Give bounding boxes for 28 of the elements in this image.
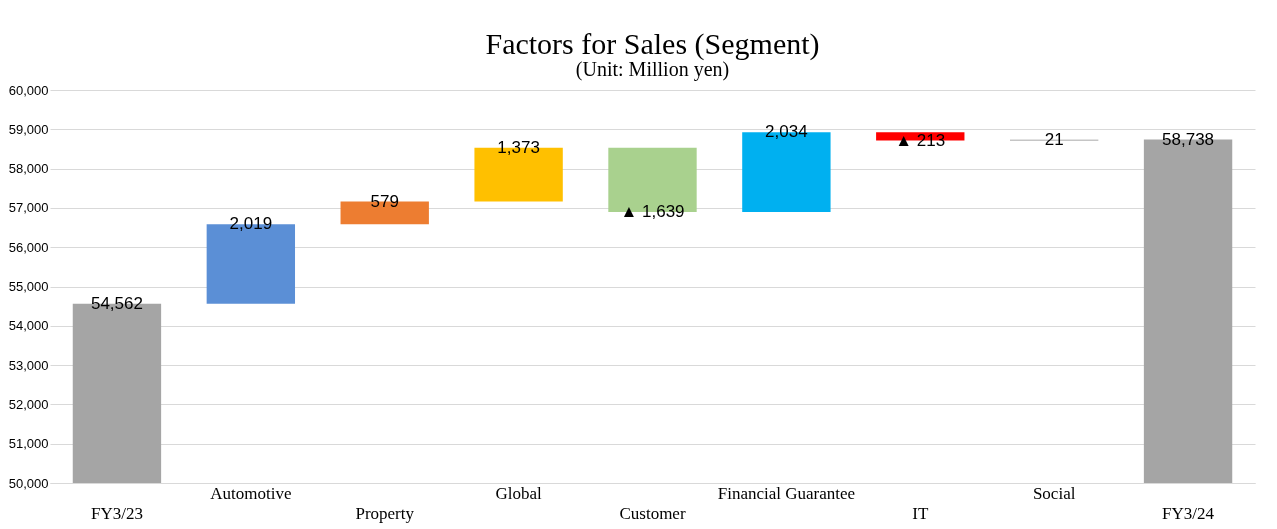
y-tick-label: 58,000 xyxy=(8,161,49,177)
x-tick-label: Social xyxy=(1032,483,1076,503)
data-label: ▲ 1,639 xyxy=(620,202,685,222)
data-label: 58,738 xyxy=(1162,129,1215,149)
y-tick-label: 50,000 xyxy=(8,475,49,491)
x-tick-label: Automotive xyxy=(210,483,292,503)
data-label: 2,019 xyxy=(229,214,273,234)
y-tick-label: 54,000 xyxy=(8,318,49,334)
x-tick-label: Customer xyxy=(619,503,686,523)
y-tick-label: 55,000 xyxy=(8,279,49,294)
x-tick-label: Global xyxy=(495,483,543,503)
y-tick-label: 57,000 xyxy=(8,200,49,216)
data-label: 21 xyxy=(1044,129,1064,149)
chart-title: Factors for Sales (Segment) xyxy=(485,27,820,61)
y-tick-label: 52,000 xyxy=(8,396,49,412)
x-tick-label: Property xyxy=(355,503,415,523)
x-tick-label: Financial Guarantee xyxy=(717,483,856,503)
data-label: ▲ 213 xyxy=(895,130,946,150)
y-tick-label: 56,000 xyxy=(8,239,49,255)
x-tick-label: FY3/23 xyxy=(90,503,143,523)
x-tick-label: IT xyxy=(912,503,929,523)
y-tick-label: 53,000 xyxy=(8,357,49,373)
x-tick-label: FY3/24 xyxy=(1162,503,1215,523)
y-tick-label: 59,000 xyxy=(8,121,49,137)
y-tick-label: 60,000 xyxy=(8,82,49,98)
data-label: 54,562 xyxy=(90,293,143,313)
data-label: 579 xyxy=(370,191,399,211)
y-tick-label: 51,000 xyxy=(8,436,49,452)
